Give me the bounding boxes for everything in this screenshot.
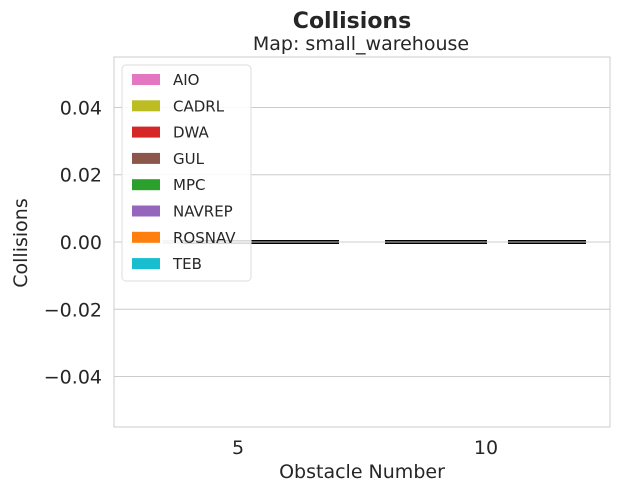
legend-box <box>121 64 252 282</box>
chart-subtitle: Map: small_warehouse <box>253 33 469 55</box>
y-tick-label: 0.02 <box>60 165 102 187</box>
legend-label: MPC <box>173 176 205 194</box>
legend-swatch <box>132 100 160 112</box>
legend-swatch <box>132 126 160 138</box>
legend-label: ROSNAV <box>173 229 236 247</box>
legend-swatch <box>132 205 160 217</box>
y-tick-label: −0.04 <box>44 367 102 389</box>
y-tick-label: 0.00 <box>60 232 102 254</box>
y-tick-label: 0.04 <box>60 97 102 119</box>
legend-label: DWA <box>173 124 210 142</box>
y-axis-label: Collisions <box>10 198 32 287</box>
x-axis: 5 10 <box>232 437 498 459</box>
x-tick-label: 5 <box>232 437 244 459</box>
legend-swatch <box>132 258 160 270</box>
y-tick-label: −0.02 <box>44 299 102 321</box>
legend-swatch <box>132 152 160 164</box>
legend-label: TEB <box>172 255 202 273</box>
legend-swatch <box>132 74 160 85</box>
x-axis-label: Obstacle Number <box>279 461 445 483</box>
legend-swatch <box>132 179 160 191</box>
chart-title: Collisions <box>293 9 411 34</box>
legend-label: GUL <box>173 150 205 168</box>
legend-swatch <box>132 231 160 243</box>
legend-label: CADRL <box>173 97 225 115</box>
legend-label: NAVREP <box>173 203 233 221</box>
x-tick-label: 10 <box>474 437 498 459</box>
legend-label: AIO <box>173 71 200 89</box>
legend: AIO CADRL DWA GUL MPC NAVREP ROSNAV TEB <box>121 64 252 282</box>
